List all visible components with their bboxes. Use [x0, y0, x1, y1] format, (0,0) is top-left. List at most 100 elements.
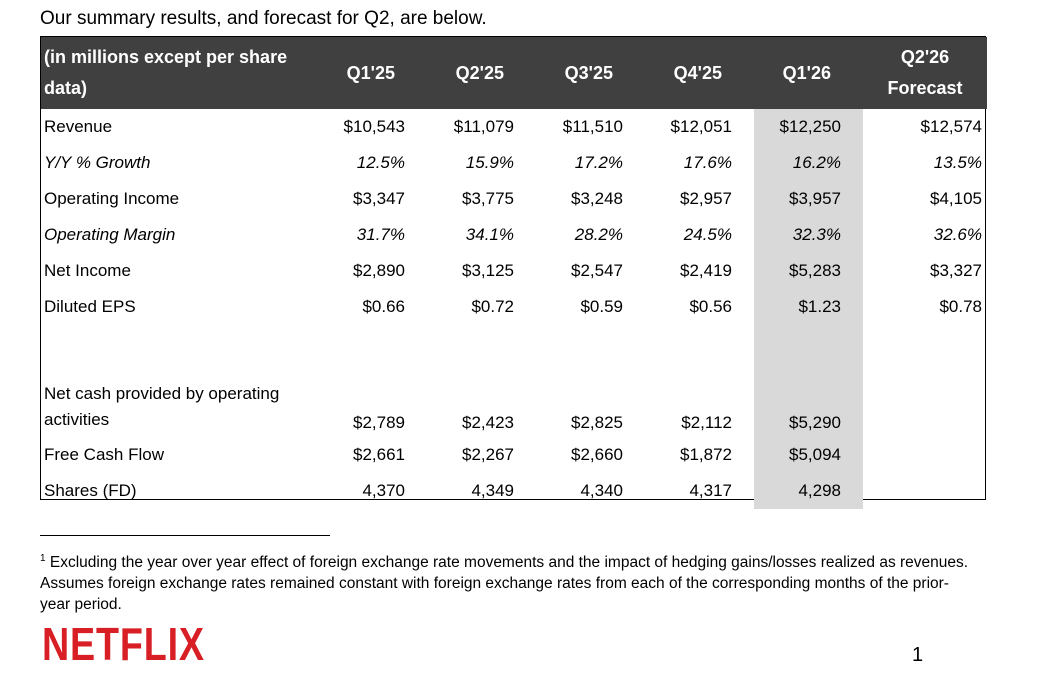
- cell-value: $2,419: [680, 261, 732, 280]
- cell-forecast: [863, 379, 987, 437]
- spacer-cell: [41, 325, 318, 379]
- cell-value: 4,349: [471, 481, 514, 500]
- header-units-line2: data): [44, 78, 88, 98]
- cell-value: $2,789: [353, 413, 405, 432]
- spacer-cell: [863, 325, 987, 379]
- footnote-text: Excluding the year over year effect of f…: [40, 554, 969, 613]
- cell-value: 24.5%: [683, 225, 732, 244]
- spacer-cell: [318, 325, 427, 379]
- header-period: Q1'25: [346, 62, 395, 83]
- cell-value: $10,543: [343, 117, 405, 136]
- cell-value: $11,510: [562, 117, 623, 136]
- cell-value-highlighted: $5,290: [754, 379, 863, 437]
- cell-value: $0.56: [689, 297, 732, 316]
- cell-value: 31.7%: [356, 225, 405, 244]
- cell-value: 4,370: [362, 481, 405, 500]
- cell-forecast: 13.5%: [933, 153, 982, 172]
- table-spacer-row: [41, 325, 987, 379]
- cell-value: 17.2%: [574, 153, 623, 172]
- header-forecast: Q2'26 Forecast: [863, 37, 987, 109]
- page-number: 1: [912, 644, 924, 666]
- header-units-line1: (in millions except per share: [44, 47, 288, 67]
- cell-value: $12,051: [670, 117, 732, 136]
- cell-value: $0.66: [362, 297, 405, 316]
- cell-value: 28.2%: [574, 225, 623, 244]
- row-label: Diluted EPS: [44, 297, 136, 316]
- spacer-cell: [427, 325, 536, 379]
- cell-value: $2,957: [680, 189, 732, 208]
- table-row-diluted-eps: Diluted EPS $0.66 $0.72 $0.59 $0.56 $1.2…: [41, 289, 987, 325]
- cell-value: $2,661: [353, 445, 405, 464]
- header-period: Q4'25: [673, 62, 722, 83]
- cell-value: $2,267: [462, 445, 514, 464]
- table-row-free-cash-flow: Free Cash Flow $2,661 $2,267 $2,660 $1,8…: [41, 437, 987, 473]
- header-period: Q1'26: [782, 62, 831, 83]
- table-row-net-income: Net Income $2,890 $3,125 $2,547 $2,419 $…: [41, 253, 987, 289]
- cell-forecast: 32.6%: [933, 225, 982, 244]
- cell-value-highlighted: $5,283: [754, 253, 863, 289]
- cell-value: $3,347: [353, 189, 405, 208]
- row-label: Operating Income: [44, 189, 180, 208]
- spacer-cell: [536, 325, 645, 379]
- forecast-period: Q2'26: [900, 47, 950, 67]
- table-row-yy-growth: Y/Y % Growth 12.5% 15.9% 17.2% 17.6% 16.…: [41, 145, 987, 181]
- footnote-divider: [40, 535, 330, 536]
- forecast-label: Forecast: [887, 78, 963, 98]
- table-row-operating-cash: Net cash provided by operating activitie…: [41, 379, 987, 437]
- cell-value: $0.72: [471, 297, 514, 316]
- spacer-cell-highlighted: [754, 325, 863, 379]
- cell-value-highlighted: 32.3%: [754, 217, 863, 253]
- cell-forecast: [863, 473, 987, 509]
- summary-results-table: (in millions except per share data) Q1'2…: [40, 36, 987, 509]
- cell-value: $2,660: [571, 445, 623, 464]
- table-row-operating-income: Operating Income $3,347 $3,775 $3,248 $2…: [41, 181, 987, 217]
- row-label: Revenue: [44, 117, 113, 136]
- cell-forecast: $12,574: [920, 117, 982, 136]
- cell-value: $1,872: [680, 445, 732, 464]
- row-label: Operating Margin: [44, 225, 176, 244]
- table-row-operating-margin: Operating Margin 31.7% 34.1% 28.2% 24.5%…: [41, 217, 987, 253]
- cell-value: $3,775: [462, 189, 514, 208]
- cell-value: $2,825: [571, 413, 623, 432]
- row-label: Net cash provided by operating activitie…: [41, 379, 318, 437]
- cell-value-highlighted: $5,094: [754, 437, 863, 473]
- cell-value: 12.5%: [356, 153, 405, 172]
- cell-value: 4,340: [580, 481, 623, 500]
- cell-value: $2,890: [353, 261, 405, 280]
- row-label-line1: Net cash provided by operating: [44, 384, 280, 403]
- cell-value: $2,423: [462, 413, 514, 432]
- footnote-marker: 1: [40, 553, 46, 564]
- cell-forecast: [863, 437, 987, 473]
- cell-value: $2,547: [571, 261, 623, 280]
- cell-value: $3,248: [571, 189, 623, 208]
- row-label: Y/Y % Growth: [44, 153, 151, 172]
- cell-value: $3,125: [462, 261, 514, 280]
- cell-value-highlighted: $3,957: [754, 181, 863, 217]
- footnote: 1 Excluding the year over year effect of…: [40, 548, 970, 615]
- table-row-shares-fd: Shares (FD) 4,370 4,349 4,340 4,317 4,29…: [41, 473, 987, 509]
- header-period: Q2'25: [455, 62, 504, 83]
- spacer-cell: [645, 325, 754, 379]
- cell-value: $2,112: [681, 413, 732, 432]
- row-label: Net Income: [44, 261, 131, 280]
- cell-value: 34.1%: [465, 225, 514, 244]
- cell-value-highlighted: 4,298: [754, 473, 863, 509]
- cell-forecast: $4,105: [930, 189, 982, 208]
- row-label: Free Cash Flow: [44, 445, 164, 464]
- header-period: Q3'25: [564, 62, 613, 83]
- row-label: Shares (FD): [44, 481, 137, 500]
- table-header-row: (in millions except per share data) Q1'2…: [41, 37, 987, 109]
- row-label-line2: activities: [44, 410, 110, 429]
- cell-value: $11,079: [453, 117, 514, 136]
- cell-value: $0.59: [580, 297, 623, 316]
- cell-value-highlighted: $1.23: [754, 289, 863, 325]
- cell-forecast: $0.78: [939, 297, 982, 316]
- cell-value: 4,317: [689, 481, 732, 500]
- header-units-label: (in millions except per share data): [41, 37, 318, 109]
- netflix-logo: NETFLIX: [42, 618, 205, 670]
- cell-forecast: $3,327: [930, 261, 982, 280]
- cell-value: 15.9%: [465, 153, 514, 172]
- cell-value-highlighted: 16.2%: [754, 145, 863, 181]
- intro-text: Our summary results, and forecast for Q2…: [40, 8, 487, 29]
- table-row-revenue: Revenue $10,543 $11,079 $11,510 $12,051 …: [41, 109, 987, 145]
